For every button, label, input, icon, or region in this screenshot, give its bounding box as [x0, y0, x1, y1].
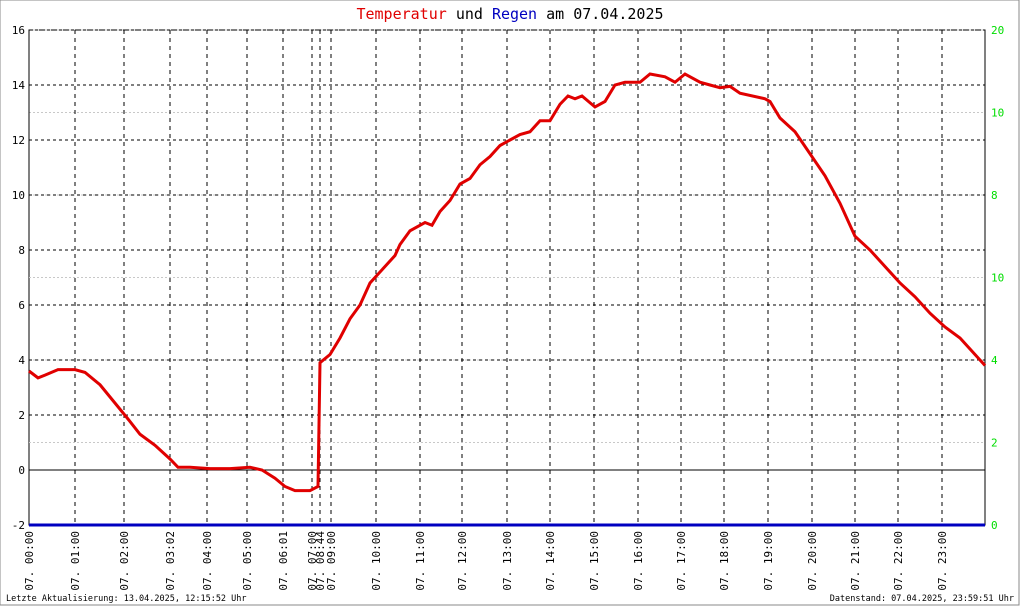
series-line — [28, 72, 987, 493]
y-tick-label: 14 — [12, 79, 26, 92]
footer-right: Datenstand: 07.04.2025, 23:59:51 Uhr — [830, 594, 1014, 604]
title-word: Temperatur — [356, 5, 446, 23]
title-word: am 07.04.2025 — [546, 5, 663, 23]
y-tick-label: 4 — [18, 354, 25, 367]
x-tick-label: 07. 21:00 — [849, 531, 862, 591]
x-tick-label: 07. 19:00 — [762, 531, 775, 591]
x-tick-label: 07. 06:01 — [277, 531, 290, 591]
title-word: und — [456, 5, 483, 23]
x-tick-label: 07. 03:02 — [164, 531, 177, 591]
y2-tick-label: 0 — [991, 519, 998, 532]
chart-title: Temperatur und Regen am 07.04.2025 — [356, 5, 663, 23]
x-tick-label: 07. 00:00 — [23, 531, 36, 591]
y2-tick-label: 10 — [991, 272, 1004, 285]
x-tick-label: 07. 11:00 — [414, 531, 427, 591]
x-tick-label: 07. 14:00 — [544, 531, 557, 591]
y-tick-label: 6 — [18, 299, 25, 312]
y2-tick-label: 8 — [991, 189, 998, 202]
y-tick-label: -2 — [12, 519, 25, 532]
x-tick-label: 07. 17:00 — [675, 531, 688, 591]
y-tick-label: 0 — [18, 464, 25, 477]
x-tick-label: 07. 20:00 — [806, 531, 819, 591]
x-tick-label: 07. 22:00 — [892, 531, 905, 591]
y-tick-label: 8 — [18, 244, 25, 257]
y2-tick-label: 4 — [991, 354, 998, 367]
x-tick-label: 07. 13:00 — [501, 531, 514, 591]
x-tick-label: 07. 01:00 — [69, 531, 82, 591]
x-tick-label: 07. 16:00 — [632, 531, 645, 591]
x-tick-label: 07. 09:00 — [325, 531, 338, 591]
x-tick-label: 07. 23:00 — [936, 531, 949, 591]
x-tick-label: 07. 07:00 — [306, 531, 319, 591]
y-tick-label: 12 — [12, 134, 25, 147]
y-tick-label: 2 — [18, 409, 25, 422]
y2-tick-label: 20 — [991, 24, 1004, 37]
x-tick-label: 07. 12:00 — [456, 531, 469, 591]
x-tick-label: 07. 18:00 — [718, 531, 731, 591]
x-tick-label: 07. 08:44 — [314, 531, 327, 591]
y-tick-label: 10 — [12, 189, 25, 202]
x-tick-label: 07. 15:00 — [588, 531, 601, 591]
footer-left: Letzte Aktualisierung: 13.04.2025, 12:15… — [6, 594, 247, 604]
x-tick-label: 07. 04:00 — [201, 531, 214, 591]
title-word: Regen — [492, 5, 537, 23]
y-tick-label: 16 — [12, 24, 25, 37]
x-tick-label: 07. 10:00 — [370, 531, 383, 591]
x-tick-label: 07. 05:00 — [241, 531, 254, 591]
y2-tick-label: 2 — [991, 437, 998, 450]
y2-tick-label: 10 — [991, 107, 1004, 120]
x-tick-label: 07. 02:00 — [118, 531, 131, 591]
